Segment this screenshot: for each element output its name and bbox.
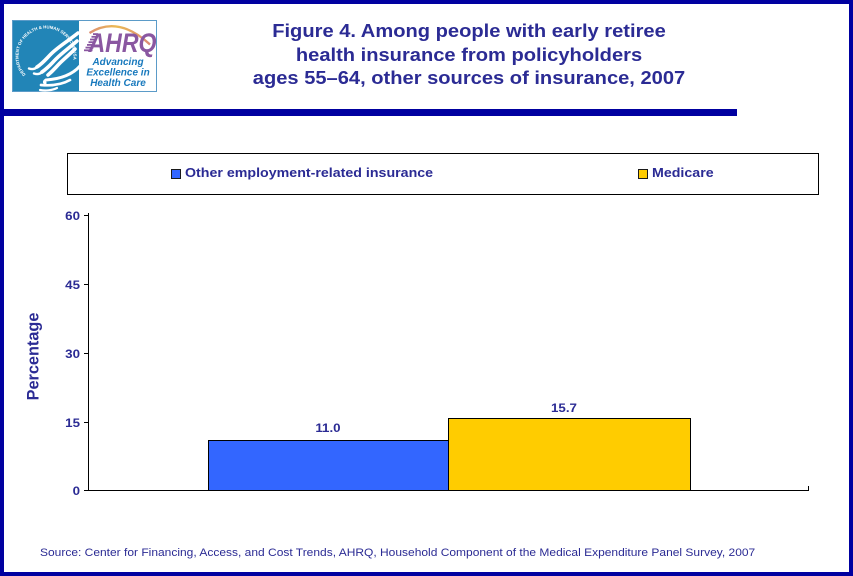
svg-text:Excellence in: Excellence in — [86, 68, 149, 79]
svg-text:Health Care: Health Care — [90, 78, 146, 89]
svg-text:AHRQ: AHRQ — [88, 28, 157, 58]
svg-text:Advancing: Advancing — [91, 57, 143, 68]
